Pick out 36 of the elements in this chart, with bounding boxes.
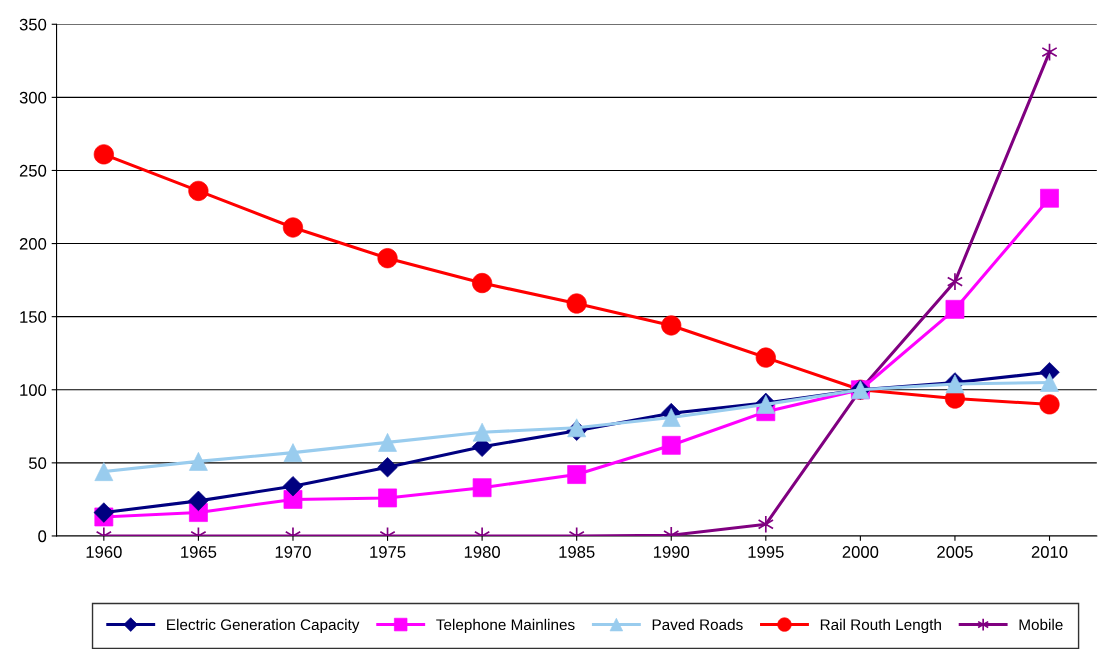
- x-tick-label: 2010: [1031, 546, 1068, 558]
- legend-label: Mobile: [1019, 618, 1063, 631]
- x-tick-label: 1985: [559, 546, 595, 558]
- y-tick-label: 200: [19, 237, 47, 250]
- point: [661, 435, 681, 455]
- point: [661, 408, 681, 427]
- point: [946, 272, 964, 291]
- y-tick-label: 0: [38, 530, 47, 543]
- x-tick-label: 1965: [181, 546, 217, 558]
- x-tick-label: 1995: [748, 546, 784, 558]
- y-tick-label: 150: [20, 311, 47, 323]
- point: [1040, 188, 1059, 208]
- x-tick-label: 1970: [275, 546, 311, 558]
- point: [282, 476, 304, 497]
- point: [661, 315, 682, 336]
- x-tick-label: 2005: [937, 546, 973, 558]
- y-tick-label: 250: [19, 164, 47, 177]
- point: [93, 144, 114, 165]
- legend-label: Rail Routh Length: [820, 618, 941, 634]
- point: [757, 515, 774, 534]
- legend-label: Telephone Mainlines: [436, 618, 575, 634]
- x-tick-label: 1975: [370, 546, 406, 558]
- point: [377, 457, 398, 478]
- x-tick-label: 1960: [86, 546, 122, 558]
- legend-label: Paved Roads: [652, 618, 743, 631]
- y-tick-label: 350: [19, 18, 47, 31]
- x-tick-label: 2000: [842, 546, 879, 558]
- point: [378, 488, 397, 508]
- point: [566, 293, 587, 314]
- point: [93, 502, 115, 523]
- y-tick-label: 100: [20, 384, 47, 396]
- x-tick-label: 1990: [653, 546, 690, 558]
- x-tick-label: 1980: [464, 546, 500, 558]
- y-tick-label: 300: [19, 91, 47, 104]
- y-tick-label: 50: [28, 457, 47, 470]
- legend-label: Electric Generation Capacity: [167, 618, 360, 634]
